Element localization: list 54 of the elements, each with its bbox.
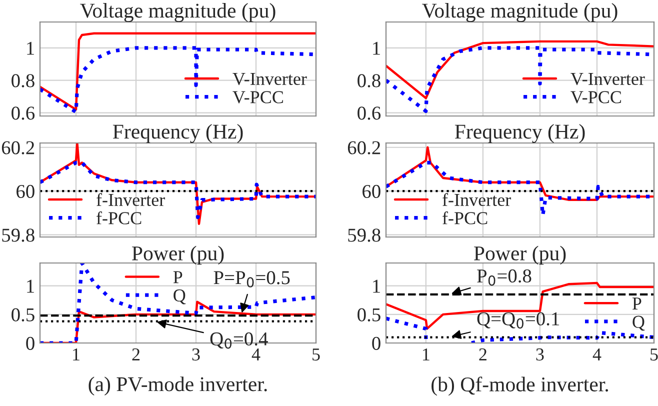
y-tick-label: 0.5 (12, 308, 34, 322)
chart-title: Power (pu) (132, 246, 224, 265)
y-tick-label: 59.8 (348, 228, 380, 242)
chart-title: Voltage magnitude (pu) (80, 3, 276, 22)
y-tick-label: 60 (16, 184, 34, 198)
x-tick-label: 4 (252, 348, 260, 360)
x-tick-label: 1 (422, 348, 430, 360)
legend-label: f-Inverter (442, 193, 511, 206)
legend-label: f-PCC (442, 211, 488, 224)
y-tick-label: 59.8 (2, 228, 34, 242)
annotation: Q$_{0}$=0.4 (210, 332, 268, 349)
y-tick-label: 1 (373, 42, 380, 55)
annotation: Q=Q$_{0}$=0.1 (477, 312, 560, 329)
text: (b) Qf-mode inverter. (432, 376, 608, 396)
x-tick-label: 2 (479, 348, 486, 360)
chart-title: Power (pu) (474, 246, 566, 265)
x-tick-label: 5 (650, 348, 658, 361)
y-tick-label: 1 (27, 280, 34, 293)
x-tick-label: 2 (132, 348, 140, 360)
annotation: P=P$_{0}$=0.5 (214, 271, 290, 288)
legend-label: V-PCC (232, 91, 283, 104)
y-tick-label: 0 (372, 336, 380, 350)
legend-label: f-PCC (96, 211, 142, 224)
legend-label: V-PCC (570, 91, 621, 104)
line-series (40, 46, 316, 114)
annotation: P$_{0}$=0.8 (477, 269, 532, 286)
y-tick-label: 0.6 (12, 106, 35, 120)
y-tick-label: 0.5 (358, 308, 380, 322)
x-tick-label: 1 (73, 348, 80, 360)
legend-label: V-Inverter (570, 73, 645, 86)
y-tick-label: 60.2 (2, 141, 34, 154)
legend-label: P (632, 298, 642, 310)
y-tick-label: 1 (373, 280, 380, 293)
line-series (40, 32, 316, 111)
y-tick-label: 60.2 (348, 141, 380, 154)
legend-label: Q (632, 316, 645, 331)
legend-label: V-Inverter (232, 73, 307, 86)
x-tick-label: 3 (536, 348, 544, 361)
y-tick-label: 60 (362, 184, 380, 198)
text: (a) PV-mode inverter. (88, 376, 267, 396)
chart-title: Frequency (Hz) (112, 124, 243, 143)
chart-title: Frequency (Hz) (454, 124, 585, 143)
legend-label: f-Inverter (96, 193, 165, 206)
y-tick-label: 1 (27, 42, 34, 55)
x-tick-label: 3 (192, 348, 200, 361)
y-tick-label: 0.6 (358, 106, 381, 120)
x-tick-label: 4 (592, 348, 602, 360)
x-tick-label: 5 (312, 348, 320, 361)
legend-label: P (173, 271, 182, 284)
y-tick-label: 0 (26, 336, 34, 350)
chart-title: Voltage magnitude (pu) (422, 3, 618, 22)
y-tick-label: 0.8 (358, 74, 380, 88)
legend-label: Q (174, 289, 186, 304)
y-tick-label: 0.8 (12, 74, 34, 88)
